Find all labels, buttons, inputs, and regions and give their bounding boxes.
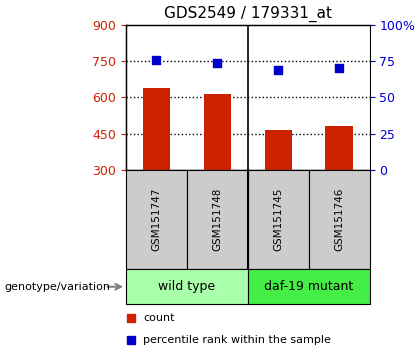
Text: GSM151747: GSM151747 [152,188,161,251]
Bar [126,269,248,304]
Text: genotype/variation: genotype/variation [4,282,110,292]
Point [336,65,343,71]
Text: GSM151746: GSM151746 [334,188,344,251]
Point [275,67,282,73]
Point [214,60,221,65]
Text: wild type: wild type [158,280,215,293]
Bar [265,130,292,170]
Title: GDS2549 / 179331_at: GDS2549 / 179331_at [164,6,332,22]
Bar [326,126,353,170]
Bar [143,88,170,170]
Bar [187,170,248,269]
Text: GSM151748: GSM151748 [213,188,222,251]
Text: GSM151745: GSM151745 [273,188,283,251]
Bar [248,269,370,304]
Point [153,57,160,62]
Text: count: count [143,313,175,323]
Text: percentile rank within the sample: percentile rank within the sample [143,335,331,345]
Bar [309,170,370,269]
Text: daf-19 mutant: daf-19 mutant [264,280,353,293]
Bar [126,170,187,269]
Bar [204,94,231,170]
Bar [248,170,309,269]
